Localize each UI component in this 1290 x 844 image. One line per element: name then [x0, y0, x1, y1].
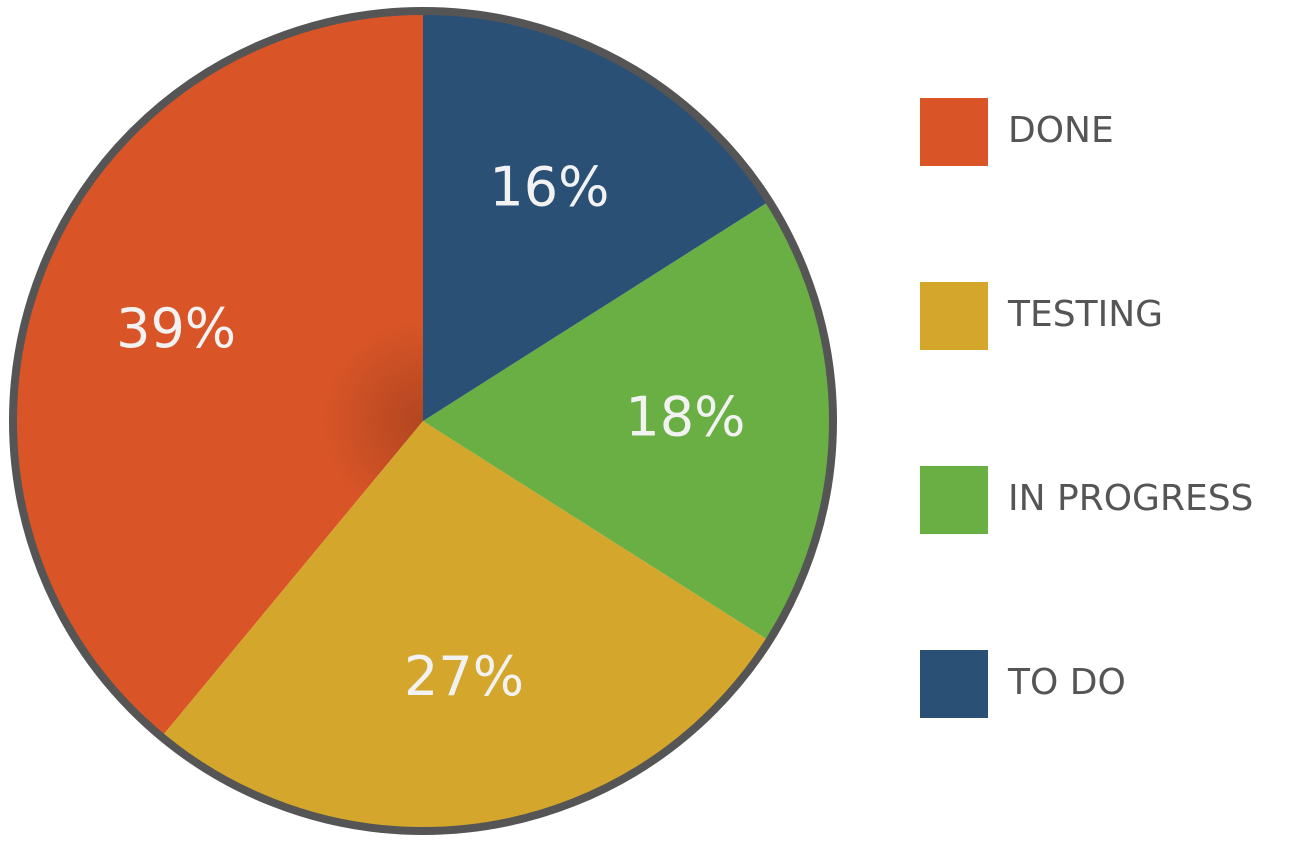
pie-slice	[161, 421, 770, 831]
pie-slice	[423, 10, 770, 421]
legend-label: TO DO	[1007, 662, 1126, 703]
slice-label: 16%	[489, 156, 609, 219]
legend-label: IN PROGRESS	[1008, 478, 1253, 519]
pie-outline	[9, 7, 837, 835]
legend-swatch	[920, 466, 988, 534]
legend-label: DONE	[1008, 110, 1114, 151]
slice-label: 39%	[116, 297, 236, 360]
legend: DONE TESTING IN PROGRESS TO DO	[920, 98, 1253, 718]
slice-label: 18%	[625, 386, 745, 449]
slice-label: 27%	[404, 645, 524, 708]
pie-slice	[423, 201, 833, 641]
legend-swatch	[920, 650, 988, 718]
legend-swatch	[920, 282, 988, 350]
legend-label: TESTING	[1007, 294, 1163, 335]
legend-swatch	[920, 98, 988, 166]
pie: 39% 27% 18% 16%	[9, 7, 837, 835]
